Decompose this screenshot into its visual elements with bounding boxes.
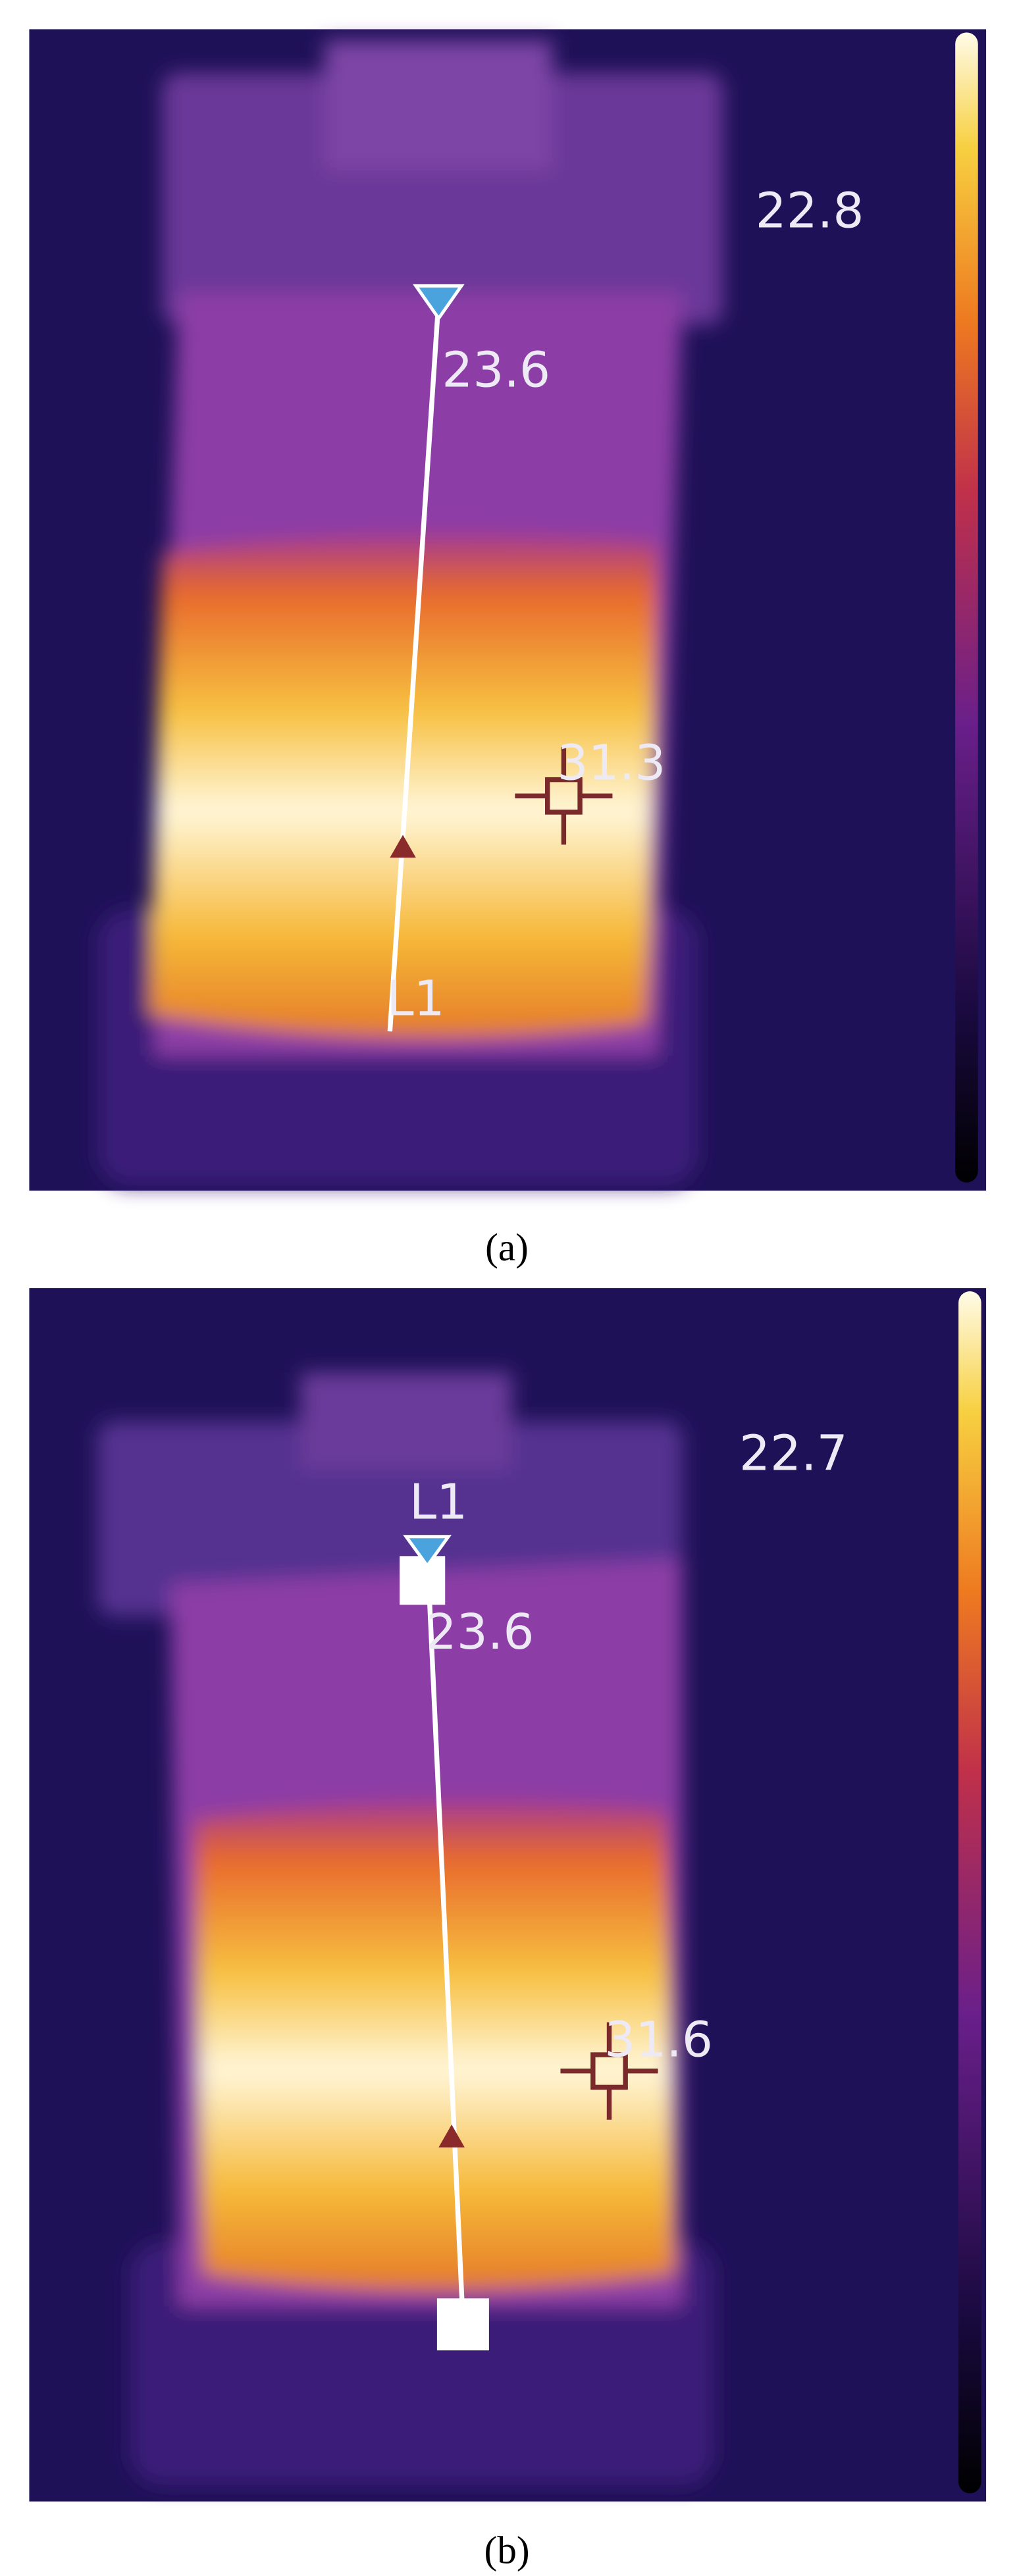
line-label: L1 <box>409 1474 467 1531</box>
marker-temp: 23.6 <box>442 342 550 398</box>
thermal-image-a: 22.8 23.6 31.3 L1 <box>29 29 987 1191</box>
max-temp: 22.7 <box>739 1426 848 1482</box>
line-label: L1 <box>386 971 444 1027</box>
marker-temp: 23.6 <box>426 1604 535 1661</box>
thermal-image-b: 22.7 L1 23.6 31.6 <box>29 1288 987 2502</box>
spot-temp: 31.3 <box>558 735 666 792</box>
spot-temp: 31.6 <box>604 2011 713 2068</box>
max-temp: 22.8 <box>756 183 864 240</box>
caption: (b) <box>484 2529 529 2572</box>
caption: (a) <box>485 1225 529 1269</box>
